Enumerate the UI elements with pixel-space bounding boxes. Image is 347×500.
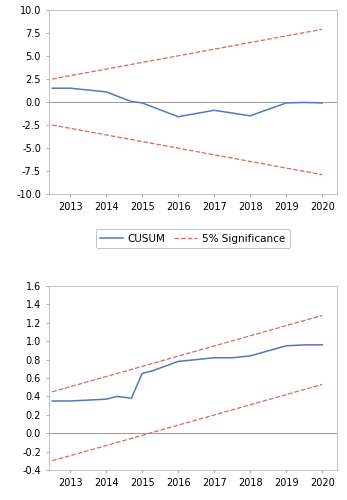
Legend: CUSUM, 5% Significance: CUSUM, 5% Significance <box>95 230 290 248</box>
